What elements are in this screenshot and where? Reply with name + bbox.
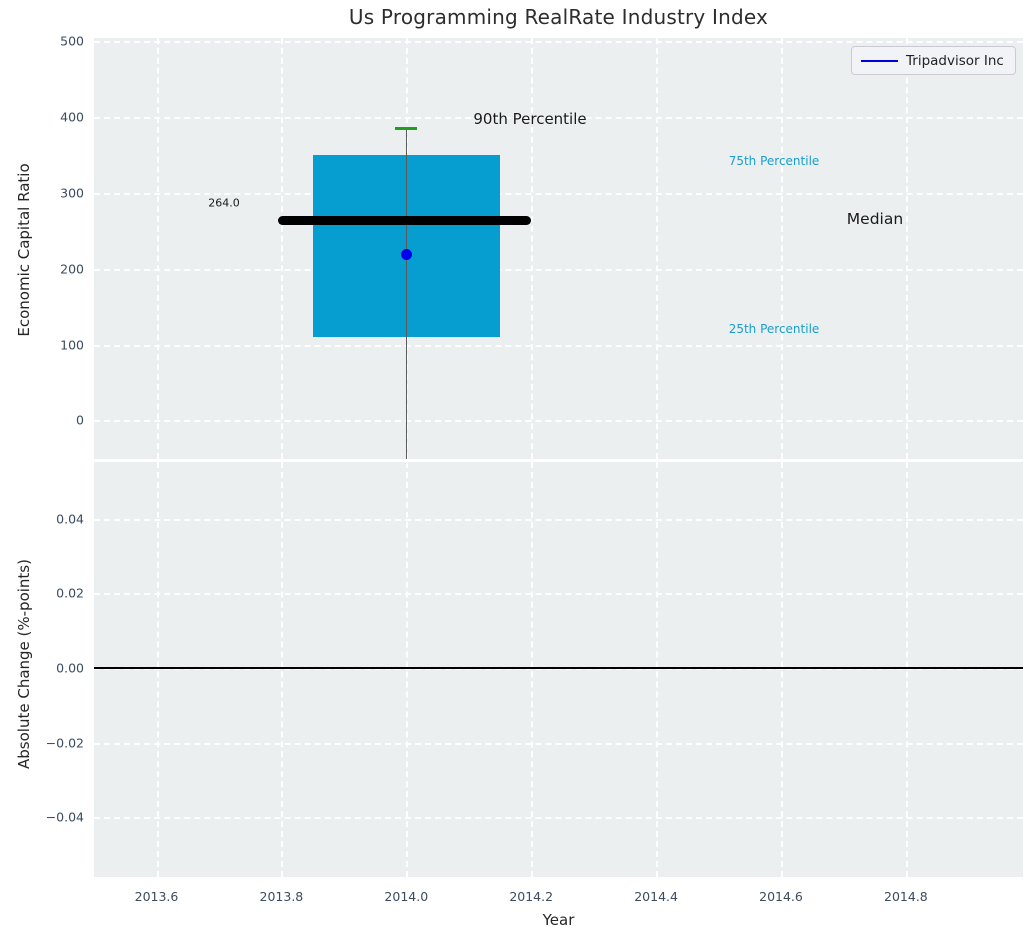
gridline-vertical [781,38,783,459]
annotation-median: Median [846,210,904,228]
xtick-label: 2014.4 [634,889,678,904]
ytick-label-bottom: 0.04 [56,511,84,527]
gridline-horizontal [94,742,1023,745]
annotation-90th-percentile: 90th Percentile [473,110,587,128]
ytick-label-top: 400 [60,109,84,125]
company-point-dot [400,249,412,261]
axes-absolute-change [94,462,1023,877]
axes-economic-capital-ratio: 264.0 90th Percentile 75th Percentile Media… [94,38,1023,459]
p90-cap-line [395,126,418,130]
gridline-horizontal [94,192,1023,195]
annotation-264-0: 264.0 [208,196,240,210]
xtick-label: 2013.6 [134,889,179,904]
xtick-label: 2013.8 [259,889,304,904]
median-line [278,215,532,225]
xtick-label: 2014.2 [509,889,554,904]
legend-line-icon [861,59,898,62]
whisker-line [405,128,407,459]
xtick-label: 2014.6 [759,889,803,904]
gridline-horizontal [94,116,1023,119]
gridline-horizontal [94,817,1023,820]
chart-title: Us Programming RealRate Industry Index [348,5,769,29]
ytick-label-top: 200 [60,261,84,277]
ytick-label-top: 500 [60,33,84,49]
zero-reference-line [94,667,1023,669]
xtick-label: 2014.0 [384,889,429,904]
gridline-vertical [531,38,534,459]
ytick-label-bottom: −0.04 [45,809,84,825]
ytick-label-top: 100 [60,337,84,352]
xtick-label: 2014.8 [884,889,928,904]
gridline-horizontal [94,668,1023,670]
ytick-label-top: 300 [60,185,84,201]
gridline-horizontal [94,593,1023,596]
annotation-75th-percentile: 75th Percentile [728,154,820,168]
ytick-label-bottom: −0.02 [45,735,84,751]
gridline-vertical [656,38,659,459]
gridline-horizontal [94,518,1023,521]
gridline-vertical [156,38,159,459]
ytick-label-top: 0 [76,412,84,428]
gridline-horizontal [94,268,1023,271]
gridline-horizontal [94,344,1023,347]
legend-label: Tripadvisor Inc [906,52,1004,69]
ytick-label-bottom: 0.00 [56,660,84,676]
gridline-horizontal [94,420,1023,423]
annotation-25th-percentile: 25th Percentile [728,322,820,336]
gridline-horizontal [94,41,1023,43]
gridline-vertical [905,38,908,459]
legend-box: Tripadvisor Inc [851,46,1016,75]
xlabel-year: Year [542,911,575,929]
ytick-label-bottom: 0.02 [56,585,84,601]
gridline-vertical [281,38,284,459]
